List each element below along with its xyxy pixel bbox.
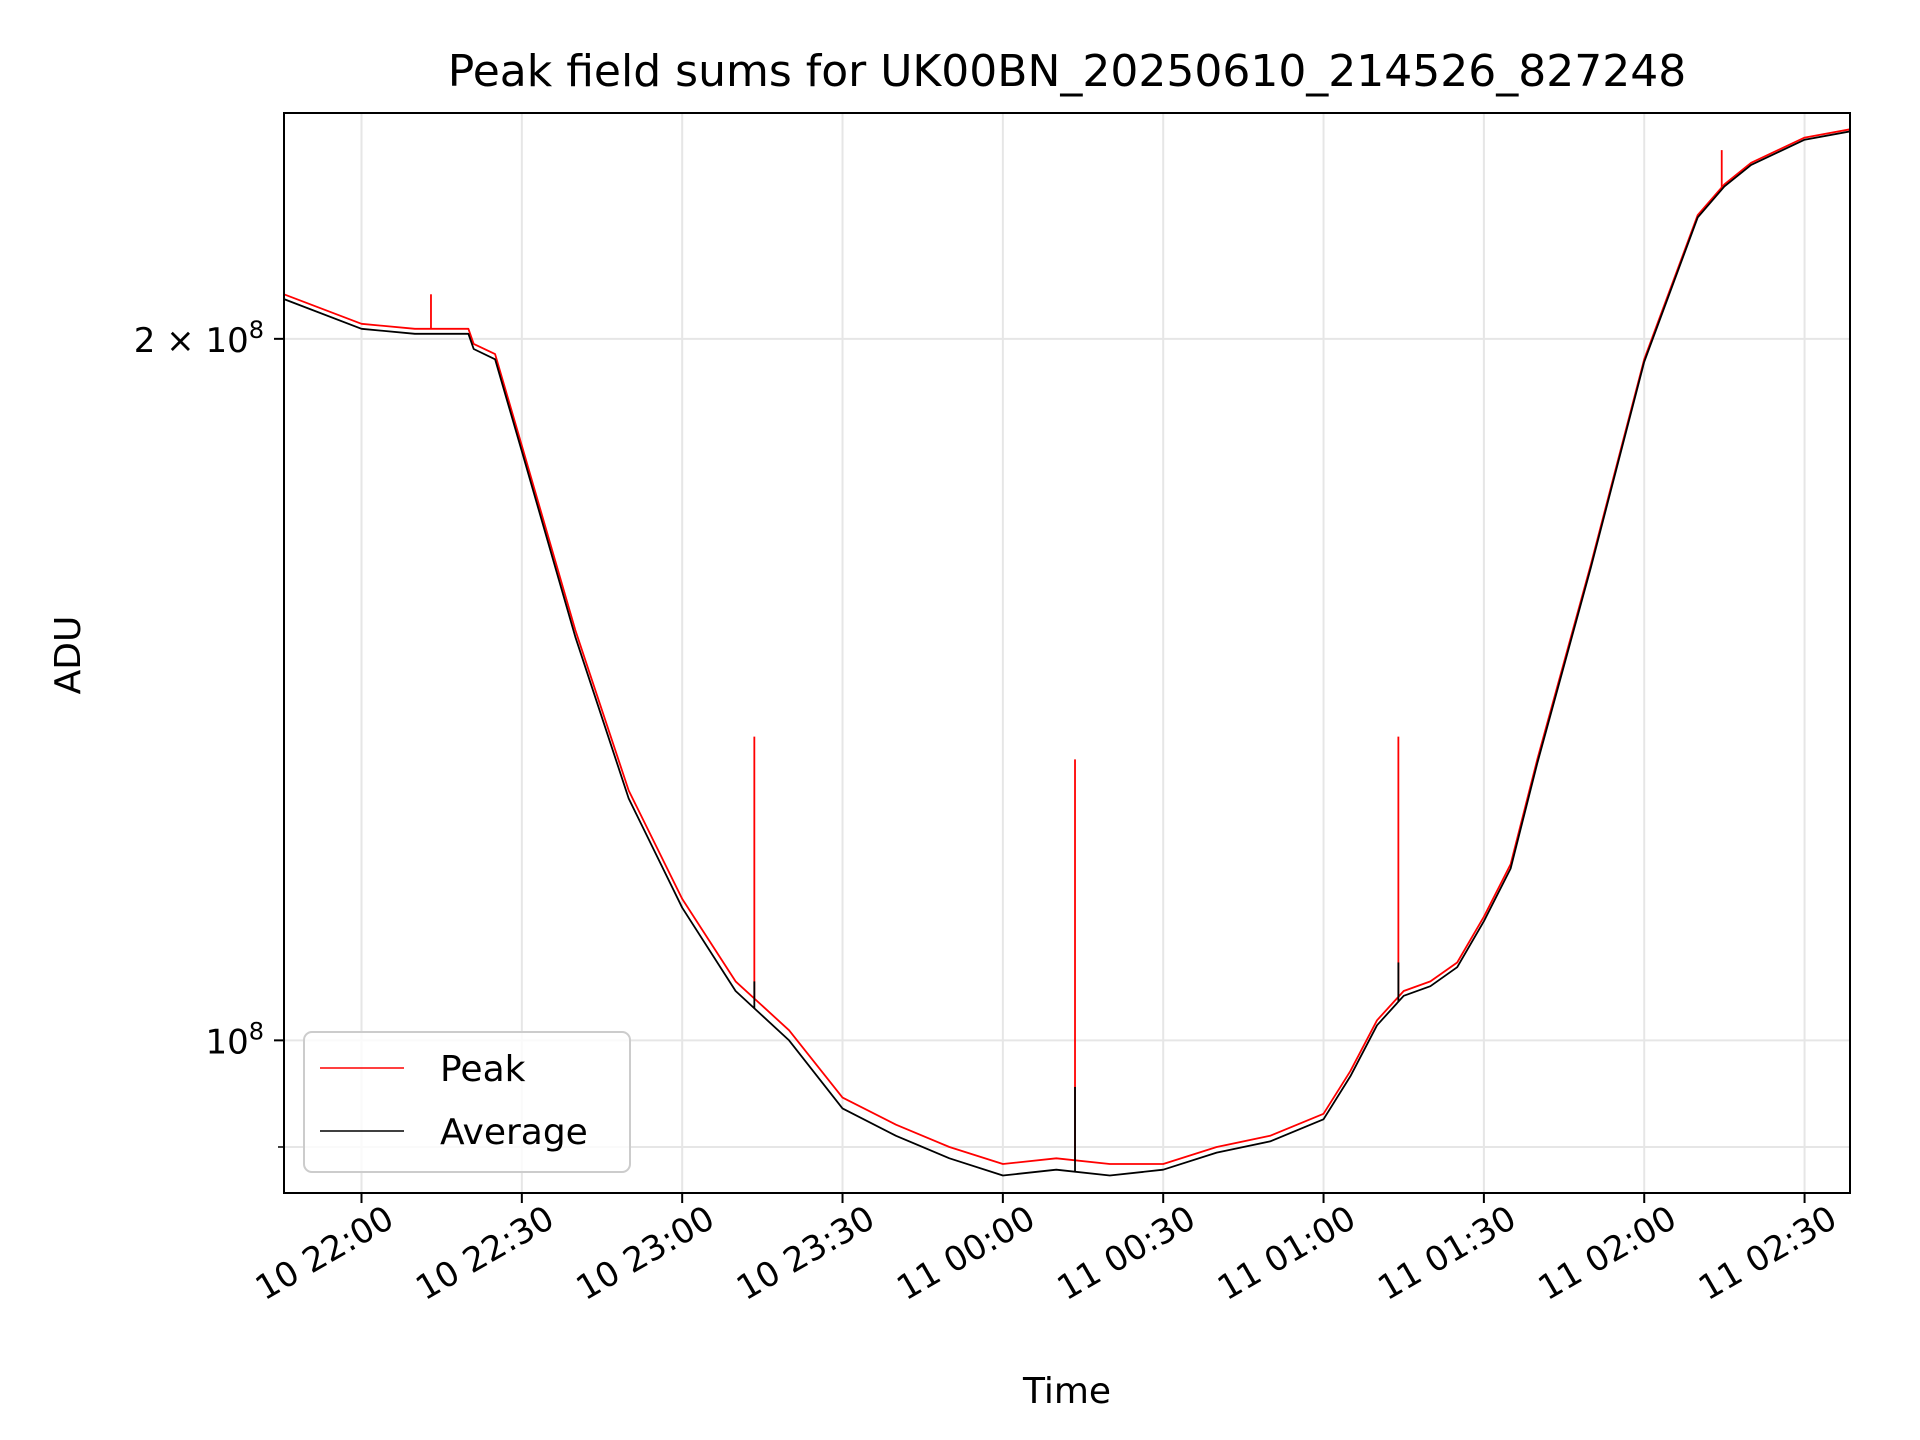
legend-average-label: Average bbox=[440, 1112, 588, 1153]
y-tick-label: 108 bbox=[205, 1017, 264, 1062]
legend-peak-label: Peak bbox=[440, 1049, 526, 1090]
grid bbox=[284, 113, 1850, 1193]
y-axis-title: ADU bbox=[48, 616, 89, 695]
y-axis: 2 × 108 108 bbox=[134, 316, 284, 1148]
legend: Peak Average bbox=[303, 1031, 631, 1173]
chart-title: Peak field sums for UK00BN_20250610_2145… bbox=[448, 46, 1687, 97]
series-group bbox=[284, 128, 1850, 1177]
y-tick-label: 2 × 108 bbox=[134, 316, 264, 361]
legend-box bbox=[303, 1031, 631, 1173]
plot-frame bbox=[283, 112, 1851, 1194]
average-series-line bbox=[284, 130, 1850, 1177]
x-axis-title: Time bbox=[1022, 1371, 1111, 1412]
